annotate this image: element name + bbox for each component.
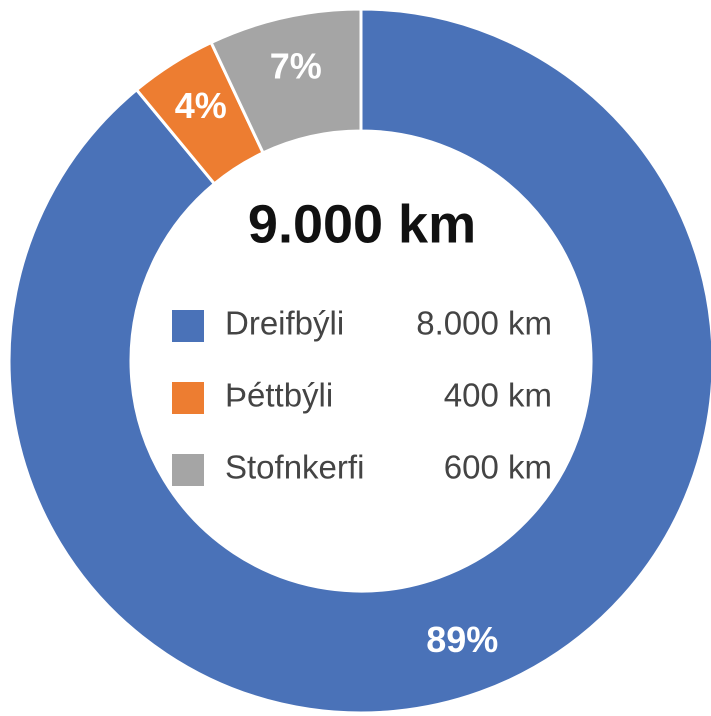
legend-swatch (172, 454, 204, 486)
slice-label: 7% (270, 46, 322, 87)
legend-value: 600 km (444, 449, 552, 486)
legend-value: 8.000 km (416, 305, 552, 342)
slice-label: 89% (426, 619, 498, 660)
center-label: 9.000 km (248, 194, 476, 254)
legend-swatch (172, 382, 204, 414)
slice (209, 7, 363, 155)
legend-label: Dreifbýli (225, 305, 344, 342)
slice-label: 4% (175, 85, 227, 126)
legend-label: Þéttbýli (225, 377, 333, 414)
legend-swatch (172, 310, 204, 342)
legend-value: 400 km (444, 377, 552, 414)
legend-label: Stofnkerfi (225, 449, 364, 486)
